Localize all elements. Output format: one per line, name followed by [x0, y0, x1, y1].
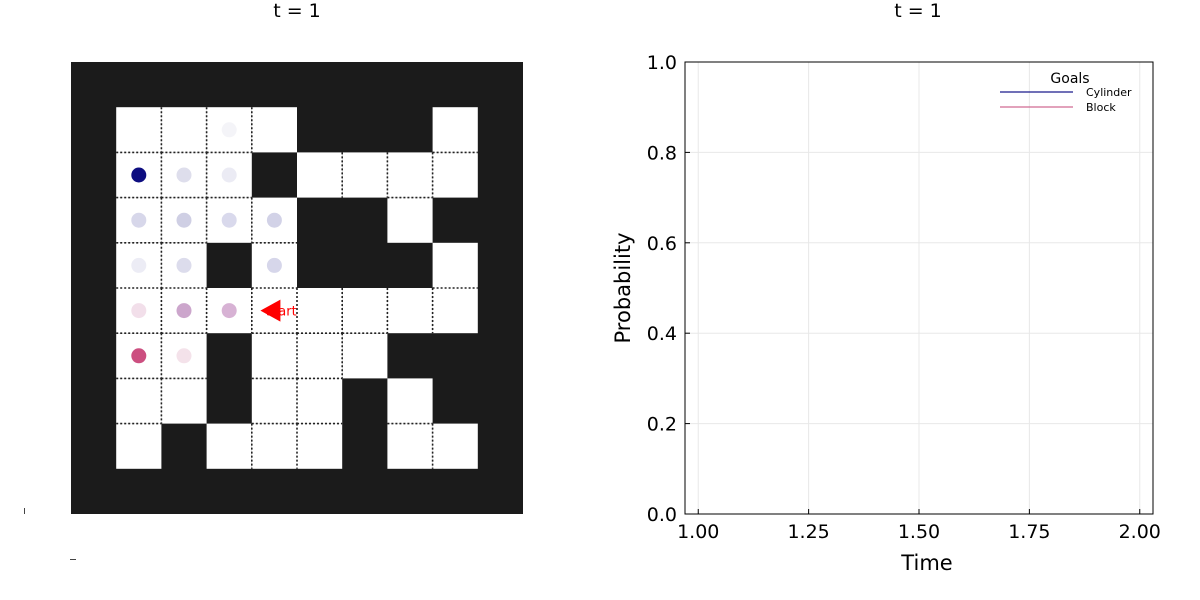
- floor-cell: [432, 242, 478, 288]
- goal-probability-dot: [176, 303, 192, 319]
- chart-panel-title: t = 1: [894, 0, 942, 22]
- agent-label: start: [266, 305, 296, 320]
- goal-probability-dot: [221, 212, 237, 228]
- goal-probability-dot: [131, 257, 147, 273]
- goal-probability-dot: [131, 167, 147, 183]
- goal-probability-dot: [131, 348, 147, 364]
- floor-cell: [432, 288, 478, 334]
- floor-cell: [116, 423, 162, 469]
- floor-cell: [387, 423, 433, 469]
- goal-probability-dot: [221, 167, 237, 183]
- floor-cell: [432, 152, 478, 198]
- y-tick-label: 1.0: [647, 52, 677, 74]
- y-tick-label: 0.8: [647, 142, 677, 164]
- floor-cell: [251, 107, 297, 153]
- floor-cell: [387, 378, 433, 424]
- grid-panel-title: t = 1: [273, 0, 321, 22]
- goal-probability-dot: [221, 303, 237, 319]
- legend-entry-label: Block: [1086, 101, 1116, 114]
- floor-cell: [387, 152, 433, 198]
- goal-probability-dot: [176, 348, 192, 364]
- goal-probability-dot: [131, 212, 147, 228]
- y-tick-label: 0.4: [647, 323, 677, 345]
- goal-probability-dot: [266, 212, 282, 228]
- goal-probability-dot: [176, 257, 192, 273]
- goal-probability-dot: [221, 122, 237, 138]
- floor-cell: [342, 333, 388, 379]
- floor-cell: [297, 378, 343, 424]
- y-tick-label: 0.6: [647, 233, 677, 255]
- x-axis-label: Time: [900, 551, 952, 575]
- goal-probability-dot: [176, 167, 192, 183]
- floor-cell: [297, 333, 343, 379]
- y-axis-label: Probability: [611, 232, 635, 343]
- goal-probability-dot: [176, 212, 192, 228]
- floor-cell: [161, 107, 207, 153]
- floor-cell: [432, 107, 478, 153]
- floor-cell: [251, 333, 297, 379]
- y-tick-label: 0.2: [647, 414, 677, 436]
- floor-cell: [342, 288, 388, 334]
- floor-cell: [251, 378, 297, 424]
- goal-probability-dot: [131, 303, 147, 319]
- stray-tick-mark: [24, 508, 25, 514]
- legend-title: Goals: [1050, 71, 1089, 87]
- x-tick-label: 1.25: [787, 521, 829, 543]
- floor-cell: [116, 378, 162, 424]
- x-tick-label: 2.00: [1119, 521, 1161, 543]
- legend-entry-label: Cylinder: [1086, 86, 1132, 99]
- stray-dash-mark: [70, 559, 76, 560]
- goal-probability-dot: [266, 257, 282, 273]
- floor-cell: [251, 423, 297, 469]
- x-tick-label: 1.50: [898, 521, 940, 543]
- floor-cell: [297, 423, 343, 469]
- agent-marker: [260, 299, 281, 322]
- floor-cell: [387, 197, 433, 243]
- floor-cell: [206, 423, 252, 469]
- x-tick-label: 1.00: [677, 521, 719, 543]
- floor-cell: [432, 423, 478, 469]
- floor-cell: [116, 107, 162, 153]
- gridworld-map: start: [71, 62, 523, 514]
- floor-cell: [161, 378, 207, 424]
- goal-probability-chart: 1.00 1.25 1.50 1.75 2.00 0.0 0.2 0.4 0.6 0.8 1.0 Ti…: [611, 52, 1161, 575]
- x-tick-label: 1.75: [1008, 521, 1050, 543]
- floor-cell: [297, 288, 343, 334]
- floor-cell: [297, 152, 343, 198]
- floor-cell: [387, 288, 433, 334]
- y-tick-label: 0.0: [647, 504, 677, 526]
- floor-cell: [342, 152, 388, 198]
